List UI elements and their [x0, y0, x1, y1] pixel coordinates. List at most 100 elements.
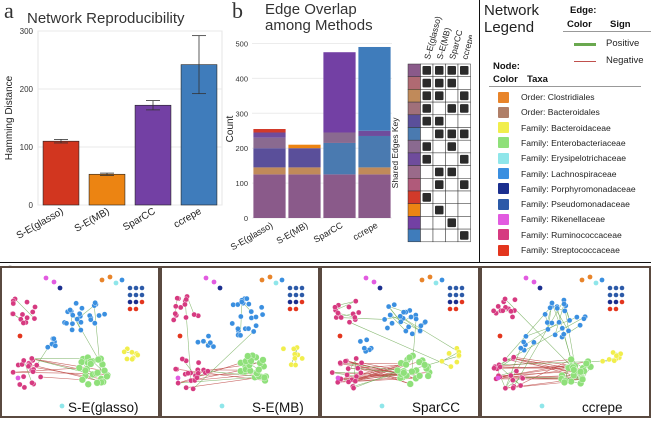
network-node — [421, 361, 429, 369]
network-node — [179, 356, 186, 362]
isolated-node — [133, 285, 139, 291]
network-node — [175, 375, 181, 381]
network-label: ccrepe — [582, 400, 623, 415]
network-node — [361, 345, 368, 352]
key-membership-mark — [447, 218, 456, 228]
network-node — [59, 403, 65, 409]
key-membership-mark — [435, 180, 444, 189]
network-node — [552, 332, 558, 338]
key-color-cell — [407, 165, 421, 179]
taxa-color-swatch — [498, 213, 509, 225]
network-node — [495, 303, 502, 310]
bar — [42, 140, 80, 206]
network-node — [15, 375, 21, 381]
taxa-label: Order: Bacteroidales — [521, 107, 600, 118]
network-node — [253, 314, 259, 320]
network-node — [78, 319, 84, 326]
positive-edge — [411, 318, 417, 372]
network-node — [217, 285, 223, 291]
network-node — [384, 325, 391, 331]
key-cell — [457, 190, 471, 204]
network-panel-s-e-mb: S-E(MB) — [160, 266, 320, 418]
edge-heading: Edge: — [570, 5, 597, 16]
network-node — [194, 374, 200, 381]
legend-header-rule — [563, 31, 651, 32]
network-node — [121, 349, 128, 355]
network-node — [10, 300, 17, 307]
network-node — [350, 385, 357, 391]
network-node — [561, 308, 568, 314]
network-node — [397, 313, 404, 320]
edge-sign-column: Sign — [610, 19, 631, 30]
network-node — [245, 325, 252, 332]
network-node — [570, 366, 578, 374]
network-node — [299, 355, 305, 362]
network-node — [279, 277, 285, 283]
network-node — [363, 275, 369, 281]
isolated-node — [447, 299, 453, 305]
key-cell — [432, 216, 446, 230]
network-node — [69, 327, 75, 333]
network-node — [37, 374, 44, 380]
isolated-node — [293, 306, 299, 312]
network-node — [78, 376, 86, 384]
network-node — [248, 308, 255, 315]
network-node — [195, 339, 201, 345]
network-node — [185, 370, 191, 377]
network-node — [611, 357, 618, 364]
network-node — [518, 345, 524, 351]
network-node — [523, 275, 529, 281]
network-node — [29, 355, 35, 362]
network-node — [345, 365, 351, 372]
network-node — [93, 379, 101, 387]
key-color-cell — [407, 190, 421, 204]
network-node — [512, 296, 518, 303]
taxa-label: Family: Rikenellaceae — [521, 214, 606, 225]
network-node — [537, 285, 543, 291]
network-node — [259, 311, 266, 318]
key-membership-mark — [460, 91, 469, 101]
key-color-cell — [407, 101, 421, 116]
key-cell — [457, 216, 471, 230]
key-membership-mark — [435, 78, 444, 88]
network-node — [87, 360, 95, 368]
network-node — [107, 274, 113, 280]
stack-segment — [253, 129, 286, 133]
key-cell — [420, 203, 434, 217]
network-node — [235, 325, 241, 332]
network-node — [358, 370, 364, 376]
key-cell — [445, 89, 459, 103]
network-node — [510, 377, 516, 383]
network-node — [379, 403, 385, 409]
network-node — [51, 335, 57, 342]
key-cell — [420, 228, 434, 243]
taxa-color-swatch — [498, 91, 509, 103]
network-node — [170, 317, 177, 323]
stack-segment — [253, 148, 286, 168]
network-node — [93, 369, 102, 377]
isolated-node — [459, 299, 465, 305]
network-node — [519, 375, 526, 382]
network-node — [44, 344, 51, 350]
network-node — [520, 339, 527, 345]
isolated-node — [447, 306, 453, 312]
network-node — [400, 309, 407, 315]
network-node — [10, 369, 16, 376]
taxa-color-swatch — [498, 229, 509, 241]
network-node — [73, 300, 79, 307]
network-node — [346, 304, 352, 310]
network-node — [253, 322, 259, 329]
y-tick-label: 400 — [235, 74, 248, 83]
network-node — [342, 358, 349, 365]
network-node — [355, 309, 362, 316]
network-node — [502, 296, 508, 302]
legend-title: Network Legend — [484, 2, 539, 36]
bar — [134, 104, 172, 206]
network-node — [405, 324, 412, 330]
network-panel-ccrepe: ccrepe — [480, 266, 651, 418]
network-node — [134, 352, 141, 358]
negative-edge — [355, 377, 403, 382]
key-cell — [432, 139, 446, 154]
network-node — [24, 314, 30, 321]
network-node — [129, 356, 135, 363]
